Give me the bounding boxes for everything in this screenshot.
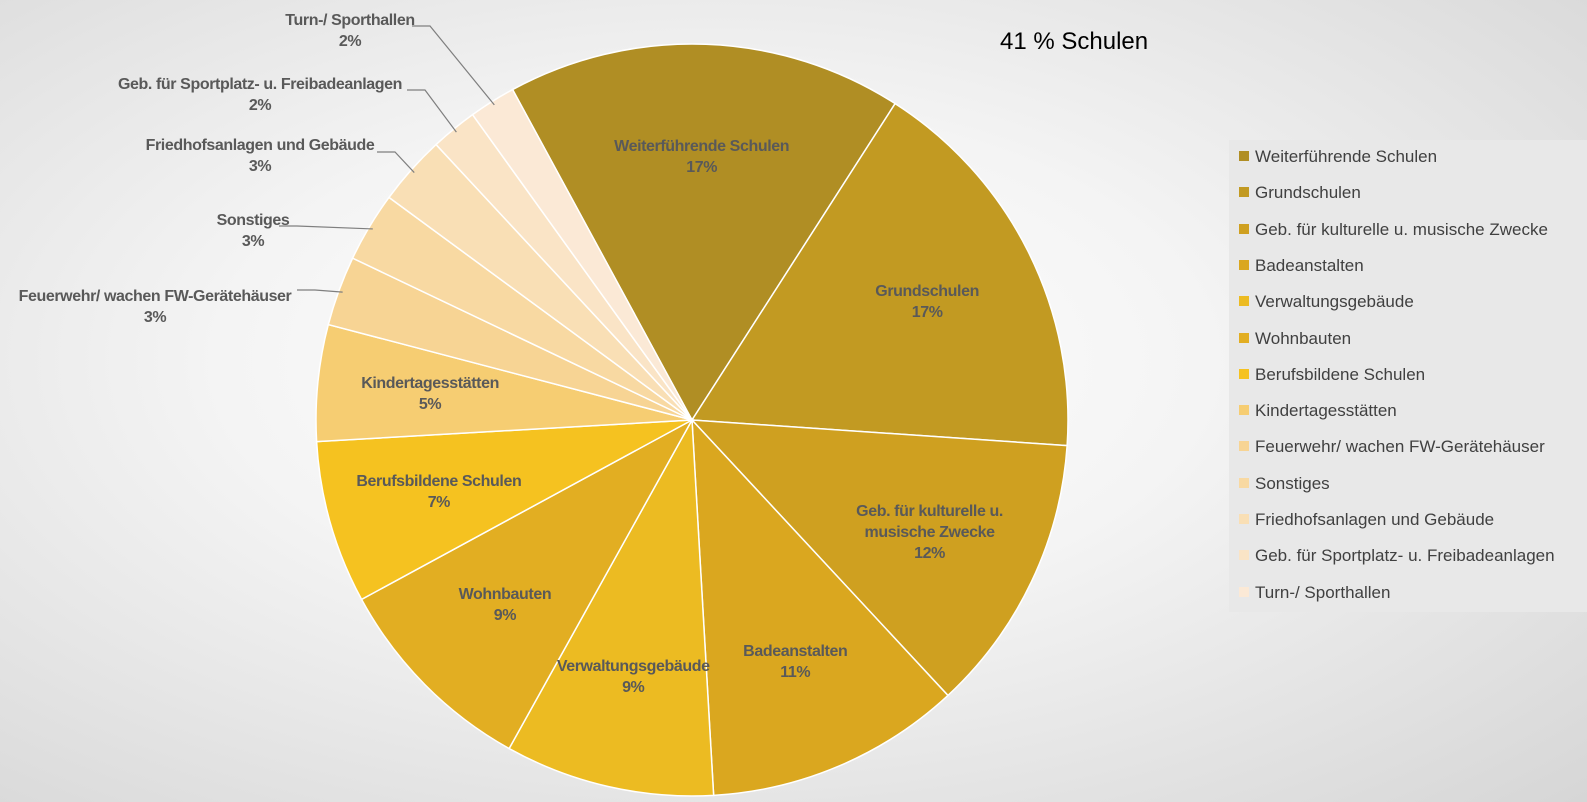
legend-swatch	[1239, 477, 1249, 488]
legend-swatch	[1239, 586, 1249, 597]
leader-line	[377, 151, 415, 173]
legend-label: Weiterführende Schulen	[1255, 147, 1438, 166]
data-label-value: 5%	[418, 395, 442, 413]
legend-swatch	[1239, 550, 1249, 561]
data-label-value: 3%	[248, 158, 272, 175]
legend-label: Feuerwehr/ wachen FW-Gerätehäuser	[1255, 437, 1545, 457]
legend-item: Friedhofsanlagen und Gebäude	[1239, 509, 1494, 531]
legend-swatch	[1239, 223, 1249, 234]
data-label-name: Geb. für kulturelle u. musische Zwecke	[856, 503, 1003, 542]
data-label-value: 2%	[248, 97, 272, 114]
data-label-value: 3%	[143, 309, 167, 326]
data-label: Geb. für kulturelle u. musische Zwecke 12…	[845, 501, 1015, 564]
legend-item: Weiterführende Schulen	[1239, 146, 1437, 168]
leader-line	[279, 225, 373, 230]
data-label-name: Verwaltungsgebäude	[556, 657, 710, 675]
data-label-value: 17%	[911, 303, 943, 321]
leader-line	[297, 289, 343, 293]
data-label: Berufsbildene Schulen 7%	[356, 471, 521, 513]
data-label-value: 7%	[427, 494, 451, 512]
data-label: Weiterführende Schulen 17%	[614, 136, 789, 178]
data-label: Friedhofsanlagen und Gebäude 3%	[146, 135, 375, 177]
legend-label: Kindertagesstätten	[1255, 401, 1397, 421]
legend-item: Berufsbildene Schulen	[1239, 364, 1425, 386]
data-label: Badeanstalten 11%	[743, 641, 848, 683]
data-label-value: 9%	[622, 678, 645, 696]
annotation: 41 % Schulen	[1000, 28, 1149, 55]
legend-label: Berufsbildene Schulen	[1255, 364, 1426, 384]
data-label-name: Sonstiges	[216, 212, 290, 229]
data-label-name: Weiterführende Schulen	[614, 137, 790, 155]
legend-item: Sonstiges	[1239, 473, 1330, 495]
legend-swatch	[1239, 405, 1249, 416]
legend-swatch	[1239, 151, 1249, 161]
pie-slice	[508, 417, 715, 797]
legend-swatch	[1239, 332, 1249, 343]
pie-slice	[690, 419, 1068, 697]
data-label-value: 11%	[780, 664, 811, 682]
legend-label: Sonstiges	[1255, 473, 1330, 493]
data-label: Feuerwehr/ wachen FW-Gerätehäuser 3%	[19, 286, 292, 328]
data-label: Kindertagesstätten 5%	[361, 373, 499, 415]
data-label: Grundschulen 17%	[875, 281, 979, 323]
legend-item: Badeanstalten	[1239, 255, 1364, 277]
legend-label: Grundschulen	[1255, 183, 1361, 203]
data-label-name: Turn-/ Sporthallen	[285, 12, 415, 29]
legend: Weiterführende Schulen Grundschulen Geb. f…	[1229, 140, 1587, 612]
legend-item: Turn-/ Sporthallen	[1239, 582, 1390, 604]
data-label-name: Geb. für Sportplatz- u. Freibadeanlagen	[118, 76, 402, 93]
legend-swatch	[1239, 514, 1249, 524]
pie-slice	[691, 417, 950, 797]
data-label-name: Feuerwehr/ wachen FW-Gerätehäuser	[18, 288, 292, 305]
pie-slice	[315, 419, 693, 601]
data-label-value: 17%	[686, 158, 718, 176]
legend-item: Kindertagesstätten	[1239, 400, 1397, 422]
legend-swatch	[1239, 441, 1249, 452]
legend-label: Geb. für Sportplatz- u. Freibadeanlagen	[1255, 546, 1555, 566]
pie-slice	[690, 102, 1069, 447]
legend-swatch	[1239, 296, 1249, 307]
data-label: Sonstiges 3%	[217, 210, 290, 252]
data-label-value: 9%	[493, 607, 517, 625]
legend-item: Verwaltungsgebäude	[1239, 291, 1414, 313]
legend-item: Geb. für Sportplatz- u. Freibadeanlagen	[1239, 545, 1555, 567]
data-label-name: Grundschulen	[875, 282, 979, 300]
legend-item: Geb. für kulturelle u. musische Zwecke	[1239, 219, 1548, 241]
legend-label: Geb. für kulturelle u. musische Zwecke	[1255, 219, 1548, 239]
data-label: Geb. für Sportplatz- u. Freibadeanlagen 2…	[118, 74, 402, 116]
data-label-name: Kindertagesstätten	[361, 374, 499, 392]
legend-item: Feuerwehr/ wachen FW-Gerätehäuser	[1239, 436, 1545, 458]
legend-swatch	[1239, 368, 1249, 379]
legend-swatch	[1239, 187, 1249, 198]
data-label-name: Wohnbauten	[458, 586, 552, 604]
legend-label: Friedhofsanlagen und Gebäude	[1255, 510, 1495, 529]
legend-label: Verwaltungsgebäude	[1255, 292, 1414, 312]
legend-label: Badeanstalten	[1255, 255, 1364, 275]
legend-swatch	[1239, 259, 1249, 270]
legend-item: Grundschulen	[1239, 182, 1361, 204]
pie-slice	[360, 418, 694, 750]
data-label-value: 3%	[241, 233, 265, 250]
data-label: Wohnbauten 9%	[459, 584, 552, 626]
legend-item: Wohnbauten	[1239, 328, 1351, 350]
data-label-value: 2%	[338, 33, 362, 50]
data-label: Verwaltungsgebäude 9%	[557, 656, 710, 698]
data-label-name: Badeanstalten	[743, 643, 848, 661]
pie-slice	[511, 43, 897, 422]
legend-label: Turn-/ Sporthallen	[1255, 582, 1391, 602]
data-label-name: Berufsbildene Schulen	[356, 473, 522, 491]
data-label-name: Friedhofsanlagen und Gebäude	[145, 137, 375, 154]
legend-label: Wohnbauten	[1255, 328, 1352, 348]
leader-line	[407, 89, 457, 133]
data-label: Turn-/ Sporthallen 2%	[285, 10, 415, 52]
leader-line	[412, 25, 495, 106]
data-label-value: 12%	[914, 545, 945, 563]
